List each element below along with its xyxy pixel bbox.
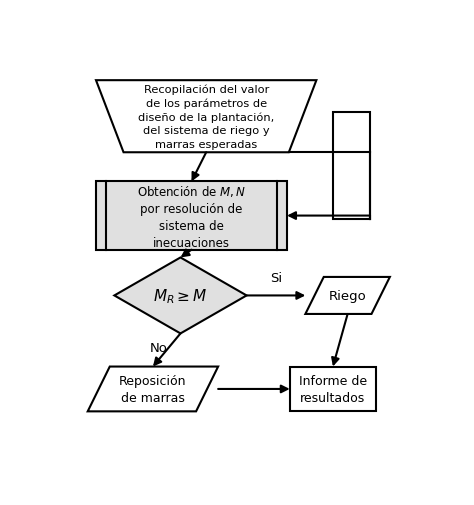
Text: $M_R \geq M$: $M_R \geq M$ [153,286,208,305]
Polygon shape [96,81,316,153]
Polygon shape [333,113,370,220]
Polygon shape [96,182,287,250]
Polygon shape [305,277,390,314]
Text: Riego: Riego [329,289,366,302]
Polygon shape [290,367,376,412]
Text: No: No [149,341,167,355]
Polygon shape [88,367,218,412]
Text: Informe de
resultados: Informe de resultados [299,374,367,404]
Text: Si: Si [270,271,282,284]
Text: Obtención de $M, N$
por resolución de
sistema de
inecuaciones: Obtención de $M, N$ por resolución de si… [137,183,246,249]
Text: Reposición
de marras: Reposición de marras [119,374,187,404]
Polygon shape [114,258,246,334]
Text: Recopilación del valor
de los parámetros de
diseño de la plantación,
del sistema: Recopilación del valor de los parámetros… [138,85,274,149]
